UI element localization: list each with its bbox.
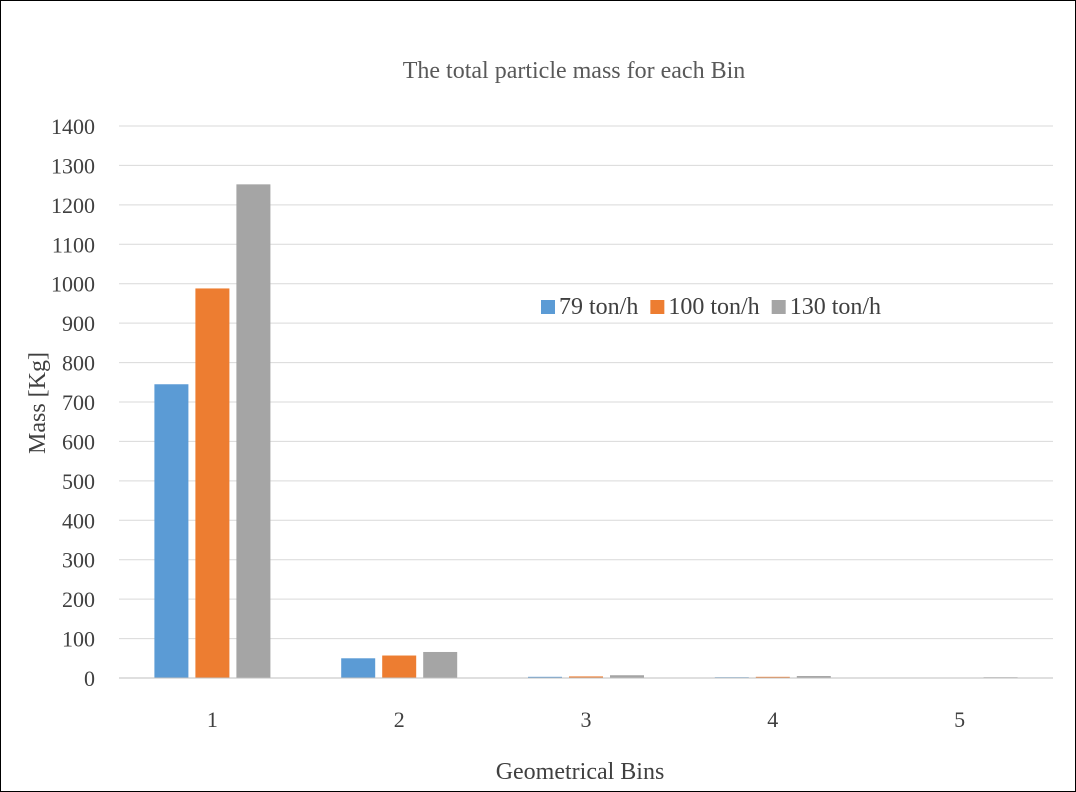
- bars: [154, 184, 1018, 678]
- y-tick-label: 200: [62, 587, 95, 612]
- bar: [154, 384, 189, 678]
- x-tick-label: 5: [954, 707, 965, 732]
- y-tick-label: 1200: [51, 193, 95, 218]
- legend-label: 100 ton/h: [668, 294, 759, 320]
- bar: [382, 655, 417, 678]
- y-axis-ticks: 0 100 200 300 400 500 600 700 800 900 1000 1100 1200…: [51, 114, 95, 691]
- y-tick-label: 600: [62, 429, 95, 454]
- bar: [236, 184, 271, 678]
- bar: [796, 676, 831, 678]
- y-tick-label: 500: [62, 469, 95, 494]
- y-axis-title: Mass [Kg]: [25, 352, 51, 454]
- bar: [528, 676, 562, 678]
- x-axis-ticks: 1 2 3 4 5: [207, 707, 965, 732]
- bar: [569, 676, 603, 678]
- y-tick-label: 100: [62, 627, 95, 652]
- y-tick-label: 300: [62, 548, 95, 573]
- legend-swatch: [541, 300, 555, 314]
- y-tick-label: 700: [62, 390, 95, 415]
- y-tick-label: 1100: [52, 232, 95, 257]
- x-tick-label: 4: [767, 707, 778, 732]
- legend-swatch: [650, 300, 665, 314]
- chart-title: The total particle mass for each Bin: [403, 58, 746, 84]
- y-tick-label: 1400: [51, 114, 95, 139]
- y-tick-label: 1000: [51, 272, 95, 297]
- y-tick-label: 800: [62, 351, 95, 376]
- legend-swatch: [771, 300, 786, 314]
- legend-label: 79 ton/h: [559, 294, 638, 320]
- bar: [423, 651, 458, 678]
- bar: [195, 288, 230, 678]
- bar: [755, 676, 790, 678]
- y-tick-label: 400: [62, 508, 95, 533]
- legend: 79 ton/h 100 ton/h 130 ton/h: [541, 294, 881, 320]
- y-tick-label: 0: [84, 666, 95, 691]
- gridlines: [119, 125, 1053, 640]
- y-tick-label: 900: [62, 311, 95, 336]
- y-tick-label: 1300: [51, 153, 95, 178]
- x-tick-label: 1: [207, 707, 218, 732]
- bar: [610, 675, 644, 678]
- bar: [341, 658, 376, 678]
- x-axis-title: Geometrical Bins: [496, 759, 665, 785]
- legend-label: 130 ton/h: [790, 294, 881, 320]
- x-tick-label: 3: [581, 707, 592, 732]
- x-tick-label: 2: [394, 707, 405, 732]
